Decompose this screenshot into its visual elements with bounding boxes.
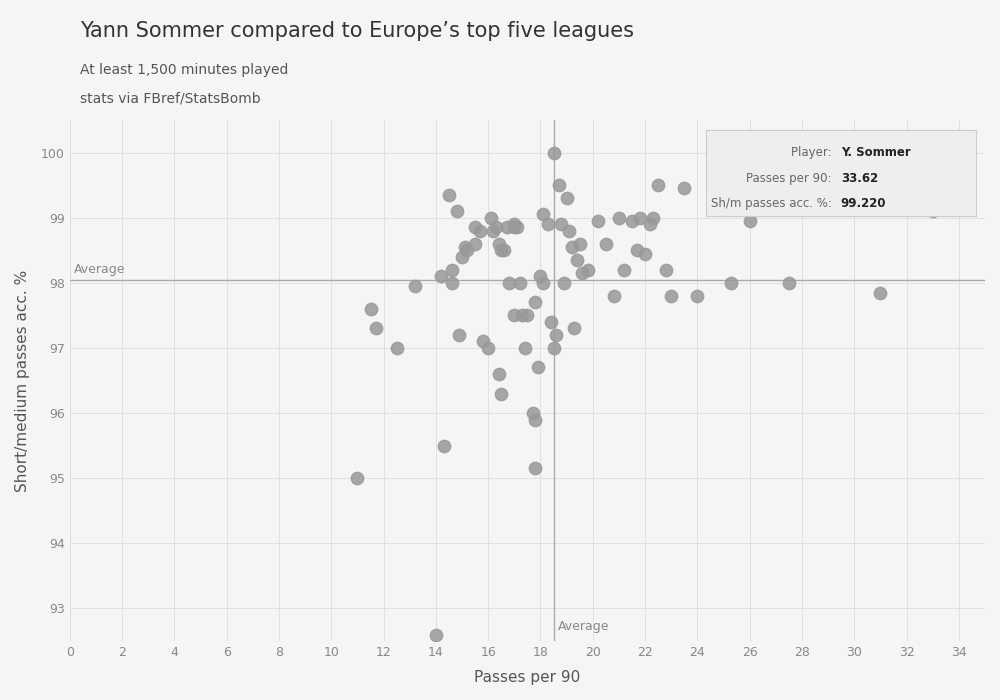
Point: [530, 362, 546, 373]
Point: [363, 303, 379, 314]
Point: [535, 277, 551, 288]
Text: At least 1,500 minutes played: At least 1,500 minutes played: [80, 63, 288, 77]
Text: Yann Sommer compared to Europe’s top five leagues: Yann Sommer compared to Europe’s top fiv…: [80, 21, 634, 41]
Point: [444, 264, 460, 275]
Point: [454, 251, 470, 262]
Point: [436, 440, 452, 452]
Point: [514, 310, 530, 321]
Point: [485, 225, 501, 237]
Point: [569, 254, 585, 265]
Point: [590, 216, 606, 227]
Point: [444, 277, 460, 288]
Point: [546, 342, 562, 354]
Point: [449, 206, 465, 217]
Point: [349, 473, 365, 484]
Point: [551, 179, 567, 190]
Point: [506, 310, 522, 321]
Text: Average: Average: [557, 620, 609, 634]
Point: [499, 222, 515, 233]
Point: [540, 218, 556, 230]
Point: [637, 248, 653, 259]
Point: [925, 206, 941, 217]
Point: [624, 216, 640, 227]
Point: [616, 264, 632, 275]
Point: [472, 225, 488, 237]
Point: [467, 222, 483, 233]
Point: [527, 414, 543, 425]
Point: [532, 271, 548, 282]
Point: [580, 264, 596, 275]
Point: [650, 179, 666, 190]
Point: [556, 277, 572, 288]
Point: [512, 277, 528, 288]
Point: [629, 245, 645, 256]
Text: Average: Average: [74, 263, 125, 276]
Point: [642, 218, 658, 230]
Point: [488, 222, 504, 233]
Point: [525, 407, 541, 419]
Point: [496, 245, 512, 256]
Point: [559, 193, 575, 204]
Point: [527, 297, 543, 308]
Point: [493, 388, 509, 399]
Point: [645, 212, 661, 223]
Point: [611, 212, 627, 223]
Point: [459, 245, 475, 256]
Point: [441, 189, 457, 200]
Point: [689, 290, 705, 302]
Point: [517, 342, 533, 354]
Point: [598, 238, 614, 249]
Point: [723, 277, 739, 288]
Point: [506, 222, 522, 233]
Point: [546, 147, 562, 158]
Point: [480, 342, 496, 354]
Point: [493, 245, 509, 256]
Y-axis label: Short/medium passes acc. %: Short/medium passes acc. %: [15, 270, 30, 491]
Point: [566, 323, 582, 334]
Point: [475, 336, 491, 347]
Point: [483, 212, 499, 223]
Point: [467, 238, 483, 249]
Point: [368, 323, 384, 334]
Point: [574, 267, 590, 279]
Point: [572, 238, 588, 249]
Point: [428, 629, 444, 640]
Point: [781, 277, 797, 288]
Text: stats via FBref/StatsBomb: stats via FBref/StatsBomb: [80, 91, 261, 105]
Point: [553, 218, 569, 230]
Point: [543, 316, 559, 328]
Point: [548, 329, 564, 340]
Point: [676, 183, 692, 194]
Point: [519, 310, 535, 321]
Point: [564, 241, 580, 253]
Point: [506, 218, 522, 230]
Point: [941, 198, 957, 209]
X-axis label: Passes per 90: Passes per 90: [474, 670, 581, 685]
Point: [491, 368, 507, 379]
Point: [742, 216, 758, 227]
Point: [389, 342, 405, 354]
Point: [535, 209, 551, 220]
Point: [491, 238, 507, 249]
Point: [407, 281, 423, 292]
Point: [606, 290, 622, 302]
Point: [457, 241, 473, 253]
Point: [663, 290, 679, 302]
Point: [527, 463, 543, 474]
Point: [509, 222, 525, 233]
Point: [561, 225, 577, 237]
Point: [632, 212, 648, 223]
Point: [872, 287, 888, 298]
Point: [501, 277, 517, 288]
Point: [433, 271, 449, 282]
Point: [451, 329, 467, 340]
Point: [658, 264, 674, 275]
